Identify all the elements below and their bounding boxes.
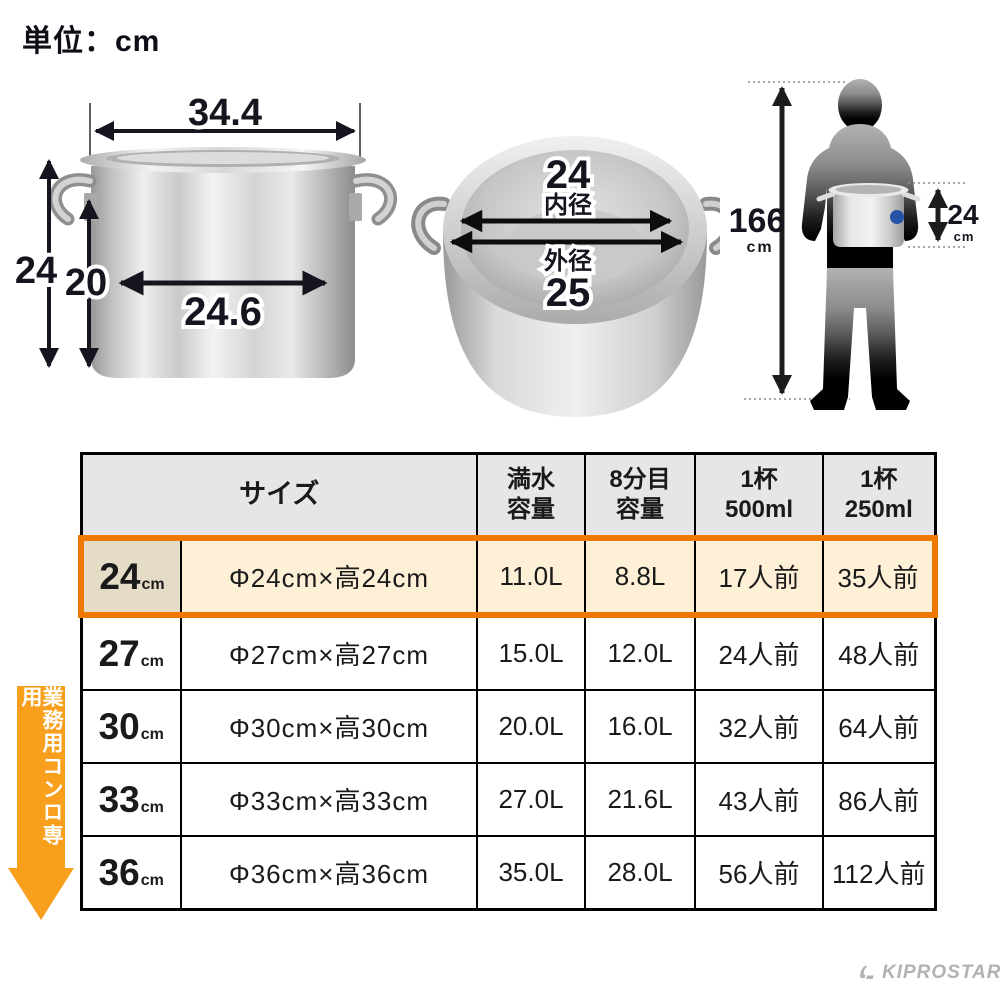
header-eighty-capacity: 8分目 容量 [584, 452, 697, 539]
header-size: サイズ [79, 452, 479, 539]
cell-servings-500ml: 43人前 [694, 762, 825, 837]
brand-name: KIPROSTAR [882, 962, 1000, 983]
cell-eighty-capacity: 28.0L [584, 835, 697, 911]
cell-eighty-capacity: 8.8L [584, 535, 697, 618]
pot-height-unit: cm [954, 229, 975, 244]
person-height-unit: cm [746, 239, 773, 256]
cell-spec: Φ33cm×高33cm [179, 762, 479, 837]
inner-diameter-label: 内径 [544, 192, 592, 219]
cell-spec: Φ27cm×高27cm [179, 614, 479, 691]
brand-logo: KIPROSTAR® [858, 962, 1000, 984]
outer-diameter-value: 25 [546, 271, 591, 315]
cell-size: 24cm [78, 535, 182, 618]
person-height-value: 166 [730, 202, 785, 240]
diameter-label: 24.6 [184, 290, 262, 334]
held-pot-art [816, 183, 921, 247]
cell-spec: Φ30cm×高30cm [179, 689, 479, 764]
table-row-33cm: 33cm Φ33cm×高33cm 27.0L 21.6L 43人前 86人前 [80, 762, 937, 837]
inner-diameter-value: 24 [546, 153, 591, 197]
pot-height-value: 24 [947, 199, 979, 230]
size-table: サイズ 満水 容量 8分目 容量 1杯 500ml 1杯 250ml 24cm … [78, 452, 939, 911]
cell-size: 30cm [80, 689, 182, 764]
table-row-30cm: 30cm Φ30cm×高30cm 20.0L 16.0L 32人前 64人前 [80, 689, 937, 764]
cell-eighty-capacity: 21.6L [584, 762, 697, 837]
body-height-label: 20 [65, 262, 107, 304]
kiprostar-logo-icon [860, 965, 874, 979]
cell-servings-500ml: 24人前 [694, 614, 825, 691]
banner-label: 業務用コンロ専用 [19, 686, 63, 847]
cell-size: 33cm [80, 762, 182, 837]
pot-front-view-figure: 34.4 24 20 24.6 [14, 88, 397, 378]
cell-servings-500ml: 17人前 [694, 535, 825, 618]
cell-eighty-capacity: 16.0L [584, 689, 697, 764]
cell-spec: Φ24cm×高24cm [179, 535, 479, 618]
header-full-capacity: 満水 容量 [476, 452, 587, 539]
cell-servings-250ml: 112人前 [822, 835, 937, 911]
cell-size: 36cm [80, 835, 182, 911]
cell-servings-500ml: 56人前 [694, 835, 825, 911]
total-width-label: 34.4 [188, 92, 262, 134]
cell-servings-250ml: 64人前 [822, 689, 937, 764]
table-row-24cm: 24cm Φ24cm×高24cm 11.0L 8.8L 17人前 35人前 [78, 535, 939, 618]
cell-servings-250ml: 86人前 [822, 762, 937, 837]
page-title: 単位：cm [22, 25, 161, 58]
table-row-27cm: 27cm Φ27cm×高27cm 15.0L 12.0L 24人前 48人前 [80, 614, 937, 691]
person-scale-figure: 166 cm 24 cm [730, 79, 979, 410]
pot-top-view-figure: 24 内径 外径 25 [411, 136, 720, 417]
cell-full-capacity: 35.0L [476, 835, 587, 911]
cell-servings-500ml: 32人前 [694, 689, 825, 764]
header-cup-250ml: 1杯 250ml [822, 452, 937, 539]
cell-full-capacity: 27.0L [476, 762, 587, 837]
down-arrow-icon [8, 868, 74, 920]
cell-full-capacity: 20.0L [476, 689, 587, 764]
cell-spec: Φ36cm×高36cm [179, 835, 479, 911]
cell-full-capacity: 11.0L [476, 535, 587, 618]
cell-size: 27cm [80, 614, 182, 691]
header-cup-500ml: 1杯 500ml [694, 452, 825, 539]
pot-label-sticker [890, 210, 904, 224]
cell-servings-250ml: 48人前 [822, 614, 937, 691]
cell-eighty-capacity: 12.0L [584, 614, 697, 691]
outer-diameter-label: 外径 [544, 247, 592, 275]
cell-servings-250ml: 35人前 [822, 535, 939, 618]
table-row-36cm: 36cm Φ36cm×高36cm 35.0L 28.0L 56人前 112人前 [80, 835, 937, 911]
header-row: サイズ 満水 容量 8分目 容量 1杯 500ml 1杯 250ml [79, 452, 937, 539]
total-height-label: 24 [15, 250, 57, 292]
cell-full-capacity: 15.0L [476, 614, 587, 691]
commercial-stove-banner: 業務用コンロ専用 [8, 686, 74, 920]
right-handle [699, 196, 720, 255]
